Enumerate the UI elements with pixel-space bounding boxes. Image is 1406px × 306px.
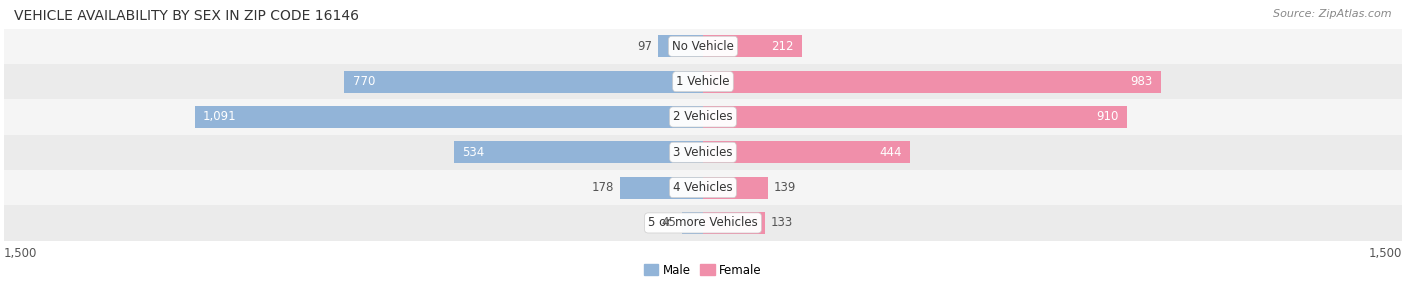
Text: 133: 133 (770, 216, 793, 230)
Text: 3 Vehicles: 3 Vehicles (673, 146, 733, 159)
Bar (703, 71, 1161, 93)
Text: No Vehicle: No Vehicle (672, 40, 734, 53)
Bar (4, 205, 1402, 241)
Bar (344, 71, 703, 93)
Bar (4, 170, 1402, 205)
Legend: Male, Female: Male, Female (640, 259, 766, 281)
Text: 770: 770 (353, 75, 375, 88)
Bar (4, 64, 1402, 99)
Text: 45: 45 (662, 216, 676, 230)
Text: 139: 139 (773, 181, 796, 194)
Text: 1,500: 1,500 (4, 247, 38, 260)
Text: 910: 910 (1097, 110, 1119, 123)
Bar (703, 177, 768, 199)
Bar (4, 99, 1402, 135)
Bar (703, 212, 765, 234)
Bar (4, 29, 1402, 64)
Bar (658, 35, 703, 57)
Text: 1,500: 1,500 (1368, 247, 1402, 260)
Text: 178: 178 (592, 181, 614, 194)
Text: 444: 444 (879, 146, 901, 159)
Text: 2 Vehicles: 2 Vehicles (673, 110, 733, 123)
Bar (682, 212, 703, 234)
Text: 4 Vehicles: 4 Vehicles (673, 181, 733, 194)
Text: Source: ZipAtlas.com: Source: ZipAtlas.com (1274, 9, 1392, 19)
Bar (703, 106, 1128, 128)
Text: 534: 534 (463, 146, 485, 159)
Bar (703, 35, 801, 57)
Text: VEHICLE AVAILABILITY BY SEX IN ZIP CODE 16146: VEHICLE AVAILABILITY BY SEX IN ZIP CODE … (14, 9, 359, 23)
Bar (703, 141, 910, 163)
Text: 1,091: 1,091 (202, 110, 236, 123)
Text: 212: 212 (770, 40, 793, 53)
Text: 1 Vehicle: 1 Vehicle (676, 75, 730, 88)
Bar (454, 141, 703, 163)
Text: 97: 97 (637, 40, 652, 53)
Bar (194, 106, 703, 128)
Bar (4, 135, 1402, 170)
Text: 983: 983 (1130, 75, 1153, 88)
Text: 5 or more Vehicles: 5 or more Vehicles (648, 216, 758, 230)
Bar (620, 177, 703, 199)
